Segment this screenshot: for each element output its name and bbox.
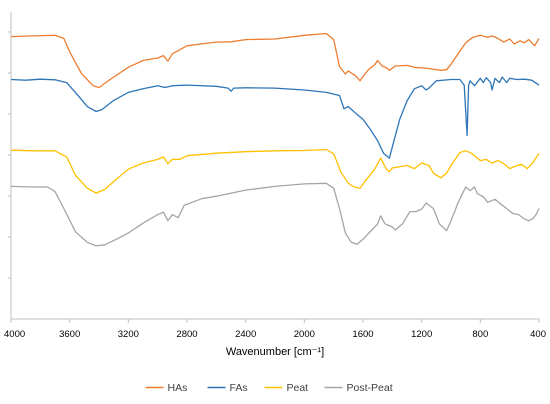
legend-label: Post-Peat xyxy=(347,382,393,394)
x-tick-label: 3200 xyxy=(118,329,139,340)
series-line-has xyxy=(10,32,540,89)
legend-label: FAs xyxy=(230,382,248,394)
x-tick-label: 2400 xyxy=(235,329,256,340)
x-tick-label: 1600 xyxy=(352,329,373,340)
x-tick-label: 4000 xyxy=(4,329,25,340)
x-tick-label: 2000 xyxy=(294,329,315,340)
legend: HAs FAs Peat Post-Peat xyxy=(145,382,393,394)
series-line-post-peat xyxy=(10,182,540,247)
series-layer xyxy=(10,32,540,247)
x-tick-label: 800 xyxy=(472,329,488,340)
series-line-peat xyxy=(10,148,540,194)
x-axis-ticks: 4000 3600 3200 2800 2400 2000 1600 1200 800 400 xyxy=(4,319,546,340)
legend-label: HAs xyxy=(168,382,188,394)
x-tick-label: 1200 xyxy=(411,329,432,340)
y-axis-ticks xyxy=(8,31,11,279)
x-tick-label: 2800 xyxy=(176,329,197,340)
x-tick-label: 400 xyxy=(530,329,546,340)
legend-label: Peat xyxy=(287,382,309,394)
x-axis-title: Wavenumber [cm⁻¹] xyxy=(226,346,324,358)
x-tick-label: 3600 xyxy=(59,329,80,340)
series-line-fas xyxy=(10,76,540,159)
